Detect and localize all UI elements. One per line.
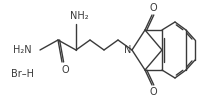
Text: N: N bbox=[124, 45, 132, 55]
Text: O: O bbox=[61, 65, 69, 75]
Text: O: O bbox=[149, 3, 157, 13]
Text: Br–H: Br–H bbox=[10, 69, 34, 79]
Text: O: O bbox=[149, 87, 157, 97]
Text: NH₂: NH₂ bbox=[70, 11, 88, 21]
Text: H₂N: H₂N bbox=[13, 45, 32, 55]
